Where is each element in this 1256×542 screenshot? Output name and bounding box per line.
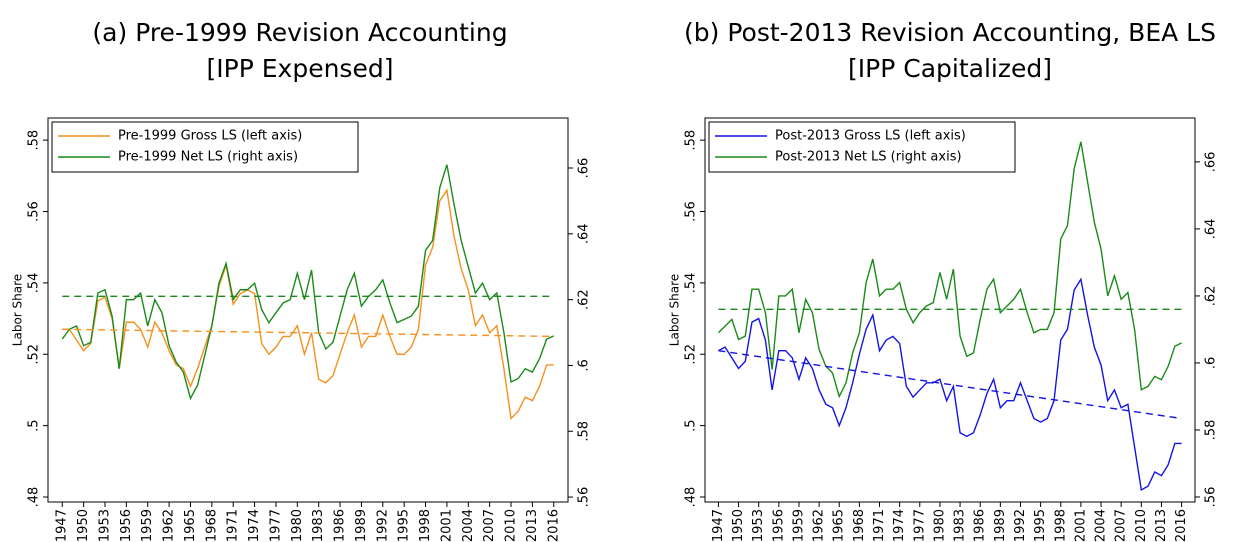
x-tick-label: 2001 bbox=[1073, 509, 1088, 542]
x-tick-label: 1980 bbox=[932, 509, 947, 542]
x-tick-label: 1953 bbox=[751, 509, 766, 542]
x-tick-label: 1971 bbox=[872, 509, 887, 542]
x-tick-label: 1989 bbox=[993, 509, 1008, 542]
series-line bbox=[718, 277, 1182, 491]
y2-tick-label: .56 bbox=[577, 487, 592, 508]
x-tick-label: 1995 bbox=[1033, 509, 1048, 542]
x-tick-label: 1959 bbox=[791, 509, 806, 542]
y-tick-label: .58 bbox=[684, 130, 699, 151]
y2-tick-label: .56 bbox=[1204, 487, 1219, 508]
x-tick-label: 1992 bbox=[1013, 509, 1028, 542]
x-tick-label: 1956 bbox=[771, 509, 786, 542]
y2-tick-label: .58 bbox=[1204, 420, 1219, 441]
legend-label: Post-2013 Net LS (right axis) bbox=[775, 150, 962, 165]
y-tick-label: .48 bbox=[684, 487, 699, 508]
y-tick-label: .5 bbox=[684, 419, 699, 431]
x-tick-label: 2016 bbox=[1174, 509, 1189, 542]
x-tick-label: 1947 bbox=[55, 509, 70, 542]
series-line bbox=[62, 188, 554, 420]
x-tick-label: 1983 bbox=[953, 509, 968, 542]
series-line bbox=[717, 141, 1182, 399]
y2-tick-label: .64 bbox=[577, 223, 592, 244]
y2-tick-label: .66 bbox=[577, 158, 592, 179]
series-line bbox=[61, 164, 555, 401]
chart-title: (b) Post-2013 Revision Accounting, BEA L… bbox=[684, 18, 1216, 47]
x-tick-label: 1965 bbox=[183, 509, 198, 542]
x-tick-label: 2010 bbox=[1134, 509, 1149, 542]
plot-frame bbox=[704, 117, 1196, 503]
y2-tick-label: .58 bbox=[577, 421, 592, 442]
x-tick-label: 1998 bbox=[418, 509, 433, 542]
x-tick-label: 1986 bbox=[333, 509, 348, 542]
x-tick-label: 1971 bbox=[226, 509, 241, 542]
y2-tick-label: .62 bbox=[577, 289, 592, 310]
x-tick-label: 2016 bbox=[546, 509, 561, 542]
chart-title: (a) Pre-1999 Revision Accounting bbox=[92, 18, 507, 47]
x-tick-label: 1947 bbox=[711, 509, 726, 542]
y-tick-label: .48 bbox=[27, 487, 42, 508]
x-tick-label: 1965 bbox=[832, 509, 847, 542]
y-tick-label: .5 bbox=[27, 419, 42, 431]
x-tick-label: 1968 bbox=[852, 509, 867, 542]
x-tick-label: 1992 bbox=[375, 509, 390, 542]
y2-tick-label: .6 bbox=[577, 359, 592, 371]
chart-subtitle: [IPP Capitalized] bbox=[848, 54, 1052, 83]
x-tick-label: 1950 bbox=[76, 509, 91, 542]
y2-tick-label: .66 bbox=[1204, 152, 1219, 173]
x-tick-label: 1968 bbox=[204, 509, 219, 542]
x-tick-label: 2004 bbox=[1094, 509, 1109, 542]
x-tick-label: 2001 bbox=[439, 509, 454, 542]
legend-box bbox=[51, 121, 359, 173]
x-tick-label: 1995 bbox=[397, 509, 412, 542]
x-tick-label: 2004 bbox=[461, 509, 476, 542]
x-tick-label: 1962 bbox=[812, 509, 827, 542]
x-tick-label: 1977 bbox=[912, 509, 927, 542]
x-tick-label: 1989 bbox=[354, 509, 369, 542]
y-axis-label: Labor Share bbox=[11, 274, 25, 346]
x-tick-label: 2007 bbox=[1114, 509, 1129, 542]
legend-box bbox=[708, 121, 1016, 173]
y-tick-label: .54 bbox=[684, 273, 699, 294]
x-tick-label: 1977 bbox=[268, 509, 283, 542]
x-tick-label: 1998 bbox=[1053, 509, 1068, 542]
x-tick-label: 1959 bbox=[140, 509, 155, 542]
y-tick-label: .52 bbox=[684, 344, 699, 365]
x-tick-label: 1950 bbox=[731, 509, 746, 542]
y-tick-label: .56 bbox=[684, 201, 699, 222]
x-tick-label: 2010 bbox=[504, 509, 519, 542]
plot-frame bbox=[47, 117, 569, 503]
y2-tick-label: .6 bbox=[1204, 357, 1219, 369]
x-tick-label: 1962 bbox=[162, 509, 177, 542]
x-tick-label: 2013 bbox=[1154, 509, 1169, 542]
y2-tick-label: .62 bbox=[1204, 286, 1219, 307]
x-tick-label: 1956 bbox=[119, 509, 134, 542]
legend-label: Pre-1999 Net LS (right axis) bbox=[118, 150, 298, 165]
y-tick-label: .56 bbox=[27, 201, 42, 222]
x-tick-label: 1980 bbox=[290, 509, 305, 542]
x-tick-label: 1986 bbox=[973, 509, 988, 542]
y2-tick-label: .64 bbox=[1204, 219, 1219, 240]
y-axis-label: Labor Share bbox=[668, 274, 682, 346]
x-tick-label: 2013 bbox=[525, 509, 540, 542]
x-tick-label: 1974 bbox=[247, 509, 262, 542]
y-tick-label: .58 bbox=[27, 130, 42, 151]
y-tick-label: .52 bbox=[27, 344, 42, 365]
x-tick-label: 1983 bbox=[311, 509, 326, 542]
x-tick-label: 2007 bbox=[482, 509, 497, 542]
legend-label: Post-2013 Gross LS (left axis) bbox=[775, 129, 966, 144]
chart-subtitle: [IPP Expensed] bbox=[207, 54, 394, 83]
trend-line bbox=[718, 349, 1182, 420]
x-tick-label: 1974 bbox=[892, 509, 907, 542]
y-tick-label: .54 bbox=[27, 273, 42, 294]
legend-label: Pre-1999 Gross LS (left axis) bbox=[118, 129, 302, 144]
trend-line bbox=[62, 328, 554, 338]
x-tick-label: 1953 bbox=[97, 509, 112, 542]
